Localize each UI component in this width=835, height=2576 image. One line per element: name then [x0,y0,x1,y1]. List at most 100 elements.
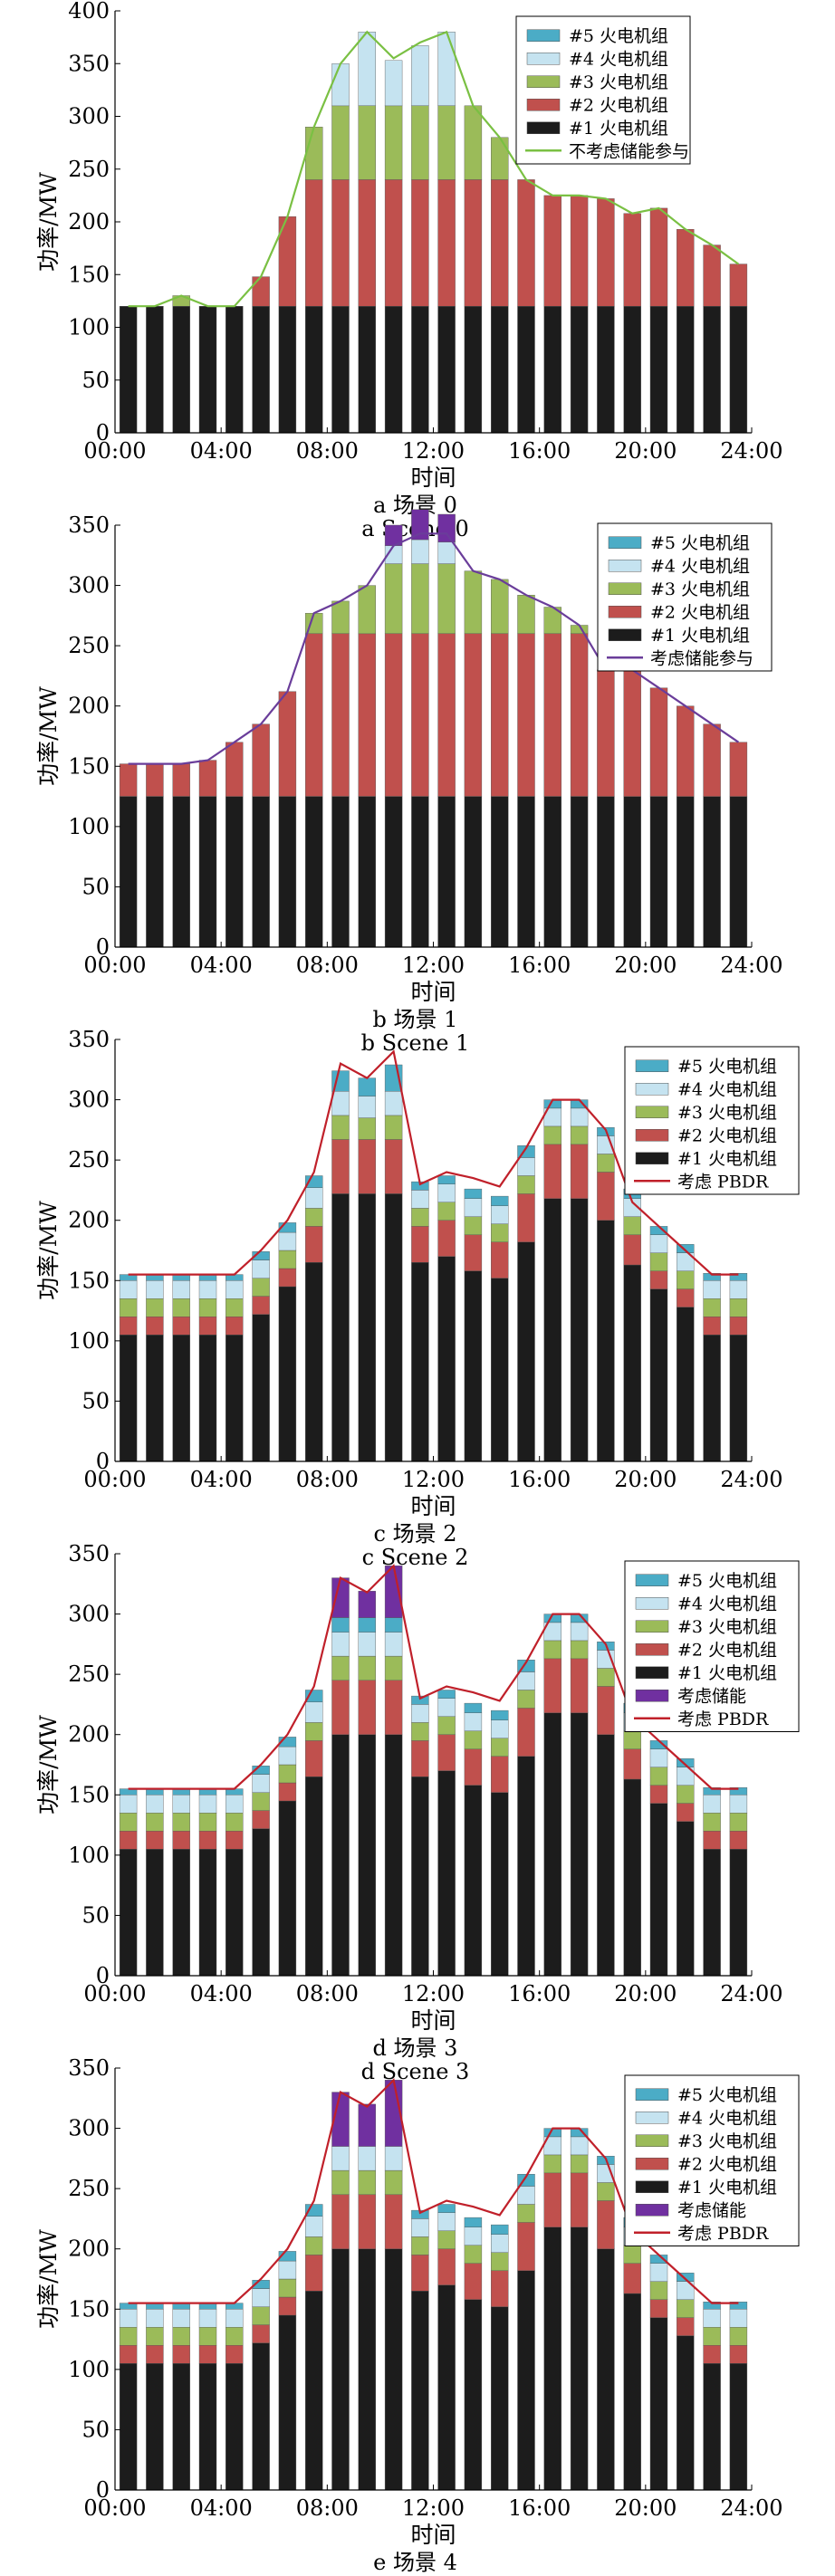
y-tick-label: 150 [68,1782,110,1807]
legend-label-u3: #3 火电机组 [569,72,668,92]
bar-u3-h16 [517,1175,535,1194]
bar-u2-h15 [491,179,509,307]
bar-u4-h24 [729,1280,748,1299]
bar-u3-h24 [729,1813,748,1832]
bar-u4-h14 [464,1198,483,1217]
bar-u1-h22 [677,796,695,948]
bar-u3-h8 [305,2236,323,2255]
bar-u4-h3 [172,2309,190,2328]
chart-panel-2: 0 50 100 150 200 250 300 350 00:00 04:00 08:00 12:0… [35,1027,800,1570]
bar-u1-h19 [597,306,615,434]
bar-u1-h10 [358,1193,376,1462]
bar-u1-h3 [172,306,190,434]
y-tick-label: 300 [68,573,110,599]
bar-u3-h7 [278,2278,297,2298]
y-tick-label: 200 [68,2236,110,2262]
bar-u2-h4 [198,1831,217,1850]
y-tick-label: 300 [68,2116,110,2141]
bar-u3-h3 [172,2327,190,2346]
legend-label-u5: #5 火电机组 [677,1571,777,1591]
legend-swatch-u4 [635,2112,669,2124]
bar-u2-h10 [358,179,376,307]
legend-swatch-u3 [608,582,642,595]
bar-u1-h14 [464,1270,483,1462]
bar-u3-h22 [677,2299,695,2318]
bar-u5-h15 [491,2224,509,2236]
x-tick-label: 20:00 [614,438,677,464]
bar-u2-h12 [411,1740,429,1777]
bar-u4-h9 [331,63,350,107]
legend-swatch-u5 [635,1059,669,1072]
legend-swatch-u2 [635,2158,669,2170]
legend: #5 火电机组 #4 火电机组 #3 火电机组 #2 火电机组 #1 火电机组考虑储能参… [597,522,773,672]
bar-u4-h13 [437,541,456,564]
bar-u1-h11 [384,1734,403,1977]
bar-u1-h17 [543,1712,561,1977]
bar-u4-h11 [384,1091,403,1116]
bar-storage-h9 [331,1577,350,1618]
bar-u1-h9 [331,796,350,948]
bar-u4-h23 [703,2309,721,2328]
bar-u1-h1 [119,1849,138,1977]
bar-u5-h24 [729,1787,748,1796]
bar-u4-h11 [384,2146,403,2171]
y-tick-label: 50 [82,874,110,899]
bar-u3-h11 [384,1115,403,1140]
bar-u2-h18 [570,2172,589,2227]
legend-swatch-u2 [635,1129,669,1142]
legend-label-u1: #1 火电机组 [569,119,668,139]
bar-u2-h11 [384,1139,403,1194]
bar-u4-h14 [464,1712,483,1731]
y-tick-label: 100 [68,814,110,839]
bar-u2-h5 [226,1831,244,1850]
bar-u2-h3 [172,1831,190,1850]
bar-u1-h9 [331,1734,350,1977]
bar-u1-h15 [491,1792,509,1977]
bar-u2-h1 [119,1831,138,1850]
bar-u3-h21 [649,1252,668,1271]
bar-u3-h17 [543,2154,561,2174]
bar-u3-h15 [491,137,509,180]
bar-u1-h20 [623,2293,641,2491]
bar-u2-h19 [597,669,615,797]
y-tick-label: 200 [68,209,110,235]
legend-swatch-u3 [526,75,561,88]
legend-swatch-u2 [608,606,642,618]
bar-u1-h17 [543,306,561,434]
legend-swatch-u3 [635,1106,669,1118]
bar-u2-h15 [491,1756,509,1793]
y-tick-label: 150 [68,262,110,287]
legend: #5 火电机组 #4 火电机组 #3 火电机组 #2 火电机组 #1 火电机组不考虑储能… [515,15,691,165]
bar-u4-h14 [464,2226,483,2246]
chart-panel-0: 0 50 100 150 200 250 300 350 400 00:00 04:00 08:00 1… [35,0,783,541]
bar-u5-h24 [729,1273,748,1281]
bar-u2-h9 [331,633,350,797]
legend-label-u4: #4 火电机组 [677,1594,777,1614]
bar-u4-h1 [119,1280,138,1299]
chart-panel-3: 0 50 100 150 200 250 300 350 00:00 04:00 08:00 12:0… [35,1541,800,2084]
x-tick-label: 12:00 [402,1467,465,1492]
chart-panel-4: 0 50 100 150 200 250 300 350 00:00 04:00 08:00 12:0… [35,2055,800,2576]
y-tick-label: 350 [68,51,110,76]
x-tick-label: 16:00 [508,1467,571,1492]
bar-u4-h13 [437,2212,456,2232]
bar-u2-h8 [305,179,323,307]
bar-u1-h21 [649,1803,668,1977]
bar-u1-h24 [729,796,748,948]
y-tick-label: 200 [68,1722,110,1748]
bar-u1-h1 [119,2363,138,2491]
bar-u1-h15 [491,1278,509,1462]
y-tick-label: 200 [68,694,110,719]
bar-u5-h22 [677,1244,695,1253]
bar-u1-h20 [623,306,641,434]
bar-u2-h4 [198,1317,217,1336]
bar-u5-h15 [491,1195,509,1207]
bar-u2-h23 [703,2345,721,2364]
bar-u1-h24 [729,1335,748,1462]
y-tick-label: 100 [68,1843,110,1868]
bar-u1-h14 [464,306,483,434]
bar-u4-h9 [331,1632,350,1657]
bar-u1-h12 [411,2291,429,2491]
bar-u3-h10 [358,1117,376,1140]
